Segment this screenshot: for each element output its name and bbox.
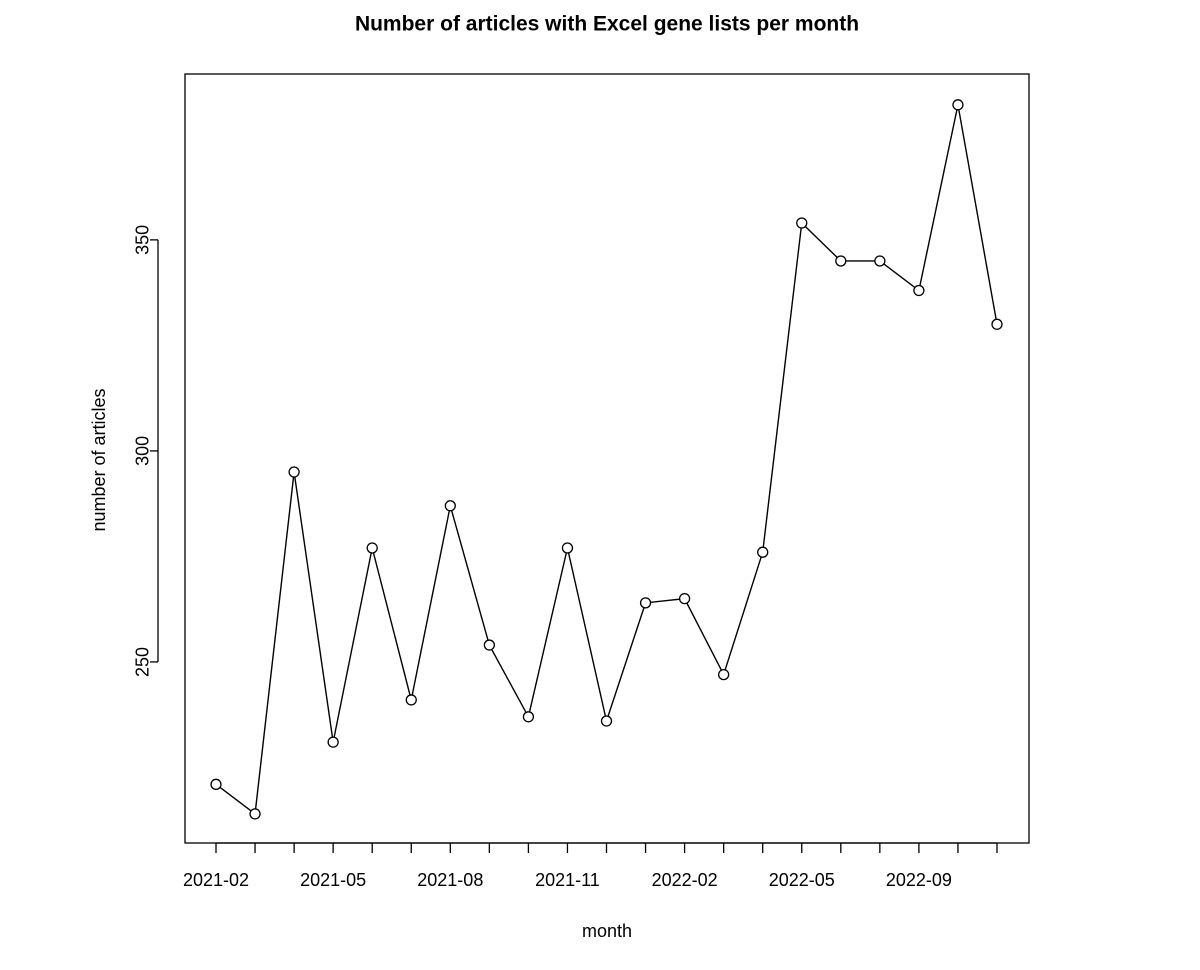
chart-title: Number of articles with Excel gene lists…	[355, 13, 859, 36]
data-point	[639, 597, 652, 609]
data-point	[522, 711, 535, 723]
data-point	[913, 284, 925, 297]
data-point	[561, 542, 574, 554]
data-point	[718, 668, 730, 681]
data-point	[444, 500, 456, 512]
data-point	[210, 778, 222, 790]
x-tick-label: 2021-02	[183, 870, 249, 890]
data-point	[757, 546, 769, 558]
y-tick-label: 250	[133, 647, 153, 677]
x-tick-label: 2021-08	[417, 870, 483, 890]
x-tick-label: 2022-02	[652, 870, 718, 890]
x-tick-label: 2021-11	[535, 870, 600, 890]
x-tick-label: 2021-05	[300, 870, 366, 890]
data-point	[249, 808, 261, 820]
y-axis-label: number of articles	[89, 388, 109, 531]
data-point	[991, 318, 1003, 330]
x-axis-label: month	[582, 921, 632, 941]
data-point	[678, 592, 691, 605]
data-point	[327, 736, 339, 748]
data-point	[600, 715, 613, 727]
x-tick-label: 2022-05	[769, 870, 835, 890]
data-point	[835, 255, 847, 267]
data-point	[366, 542, 378, 554]
x-tick-label: 2022-09	[886, 870, 952, 890]
y-tick-label: 350	[133, 225, 153, 255]
data-point	[952, 99, 964, 111]
data-point	[874, 255, 886, 267]
y-tick-label: 300	[133, 436, 153, 466]
data-point	[483, 639, 496, 651]
data-point	[796, 217, 808, 229]
plot-frame	[184, 73, 1030, 844]
data-point	[288, 466, 300, 478]
data-point	[405, 694, 417, 706]
data-line	[215, 104, 998, 816]
